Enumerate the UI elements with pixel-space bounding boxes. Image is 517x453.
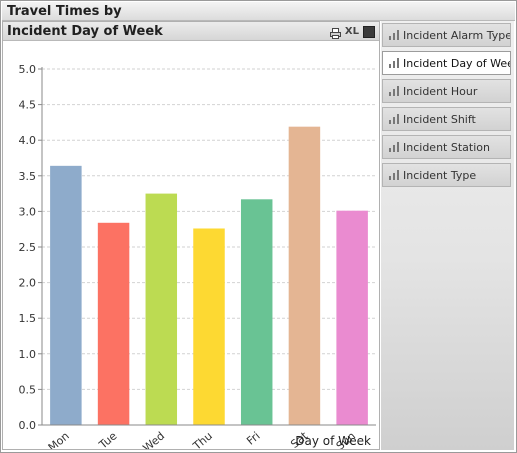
y-tick-label: 3.0 [19, 205, 37, 218]
window-title: Travel Times by [2, 2, 515, 21]
bar-sun[interactable] [336, 210, 368, 425]
y-tick-label: 3.5 [19, 170, 37, 183]
chart-caption: Incident Day of Week XL [3, 22, 379, 41]
x-tick-label: Wed [140, 429, 167, 449]
chart-panel: Incident Day of Week XL 0.0 0.5 1.0 1.5 2.0 2… [2, 21, 380, 450]
y-tick-label: 0.0 [19, 419, 37, 432]
bar-wed[interactable] [145, 193, 178, 425]
x-axis-title: Day of Week [295, 434, 371, 448]
x-tick-label: Thu [190, 429, 215, 449]
bar-thu[interactable] [193, 228, 225, 425]
listbox-item-incident-alarm-type[interactable]: Incident Alarm Type [382, 23, 511, 47]
bar-chart-icon [389, 114, 399, 124]
x-tick-label: Mon [46, 429, 72, 449]
bar-tue[interactable] [97, 222, 130, 425]
y-tick-label: 1.0 [19, 348, 37, 361]
listbox-item-label: Incident Alarm Type [403, 28, 511, 42]
bar-mon[interactable] [50, 165, 82, 425]
listbox-item-label: Incident Station [403, 140, 490, 154]
print-icon[interactable] [329, 26, 341, 39]
y-tick-label: 2.0 [19, 277, 37, 290]
bars [50, 126, 368, 425]
dimension-listbox: Incident Alarm Type Incident Day of Week I… [381, 21, 514, 450]
listbox-item-label: Incident Day of Week [403, 56, 511, 70]
bar-chart-icon [389, 170, 399, 180]
listbox-item-incident-hour[interactable]: Incident Hour [382, 79, 511, 103]
bar-chart-icon [389, 58, 399, 68]
listbox-item-incident-station[interactable]: Incident Station [382, 135, 511, 159]
bar-fri[interactable] [240, 199, 273, 425]
bar-chart-icon [389, 142, 399, 152]
listbox-item-label: Incident Type [403, 168, 477, 182]
minimize-icon[interactable] [363, 25, 375, 38]
x-tick-label: Tue [96, 429, 120, 449]
y-axis-ticks: 0.0 0.5 1.0 1.5 2.0 2.5 3.0 3.5 4.0 4.5 5.0 [19, 63, 42, 432]
caption-icons: XL [329, 24, 375, 39]
bar-chart-icon [389, 30, 399, 40]
y-tick-label: 4.5 [19, 99, 37, 112]
listbox-item-incident-shift[interactable]: Incident Shift [382, 107, 511, 131]
bar-chart-icon [389, 86, 399, 96]
y-tick-label: 5.0 [19, 63, 37, 76]
listbox-item-incident-type[interactable]: Incident Type [382, 163, 511, 187]
listbox-item-incident-day-of-week[interactable]: Incident Day of Week [382, 51, 511, 75]
y-tick-label: 0.5 [19, 383, 37, 396]
bar-sat[interactable] [288, 126, 321, 425]
bar-chart: 0.0 0.5 1.0 1.5 2.0 2.5 3.0 3.5 4.0 4.5 5.0 Mon Tue… [19, 63, 376, 449]
y-tick-label: 1.5 [19, 312, 37, 325]
chart-caption-text: Incident Day of Week [7, 24, 163, 39]
listbox-item-label: Incident Hour [403, 84, 478, 98]
listbox-item-label: Incident Shift [403, 112, 476, 126]
x-tick-label: Fri [244, 429, 262, 447]
y-tick-label: 4.0 [19, 134, 37, 147]
y-tick-label: 2.5 [19, 241, 37, 254]
excel-icon[interactable]: XL [344, 26, 359, 37]
